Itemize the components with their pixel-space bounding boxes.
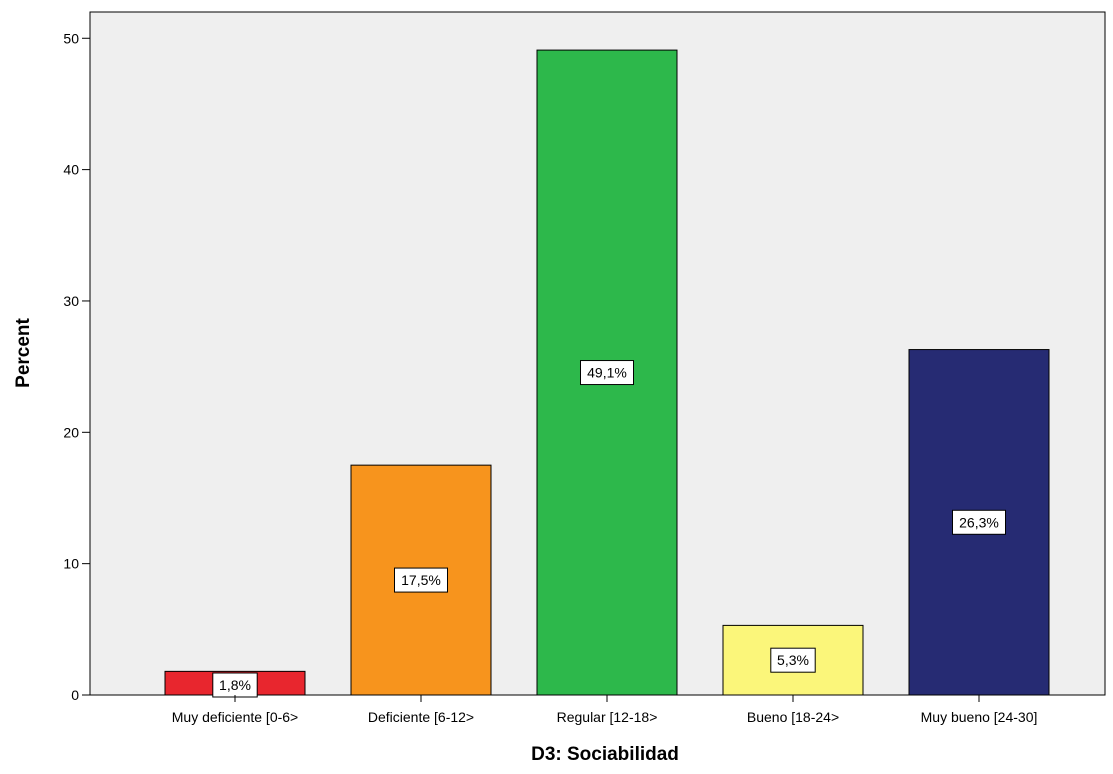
x-tick-label: Muy bueno [24-30]	[921, 709, 1038, 725]
data-label-box	[580, 360, 634, 386]
y-axis-title: Percent	[13, 317, 34, 387]
y-tick-label: 20	[63, 424, 79, 440]
y-tick-label: 0	[71, 687, 79, 703]
data-label-box	[952, 509, 1006, 535]
y-tick-label: 40	[63, 162, 79, 178]
x-axis-title: D3: Sociabilidad	[531, 744, 679, 765]
data-labels-layer: 1,8% 17,5% 49,1% 5,3% 26,3%	[212, 360, 1006, 698]
y-axis: 0 10 20 30 40 50	[63, 30, 90, 703]
x-tick-label: Deficiente [6-12>	[368, 709, 474, 725]
data-label-box	[394, 567, 448, 593]
data-label-box	[770, 647, 816, 673]
data-label: 5,3%	[777, 652, 809, 668]
y-tick-label: 50	[63, 30, 79, 46]
y-tick-label: 30	[63, 293, 79, 309]
x-axis: Muy deficiente [0-6> Deficiente [6-12> Reg…	[172, 695, 1038, 725]
x-tick-label: Bueno [18-24>	[747, 709, 839, 725]
data-label: 26,3%	[959, 514, 999, 530]
x-tick-label: Regular [12-18>	[557, 709, 658, 725]
x-tick-label: Muy deficiente [0-6>	[172, 709, 298, 725]
data-label: 49,1%	[587, 365, 627, 381]
data-label: 1,8%	[219, 677, 251, 693]
y-tick-label: 10	[63, 556, 79, 572]
data-label: 17,5%	[401, 572, 441, 588]
